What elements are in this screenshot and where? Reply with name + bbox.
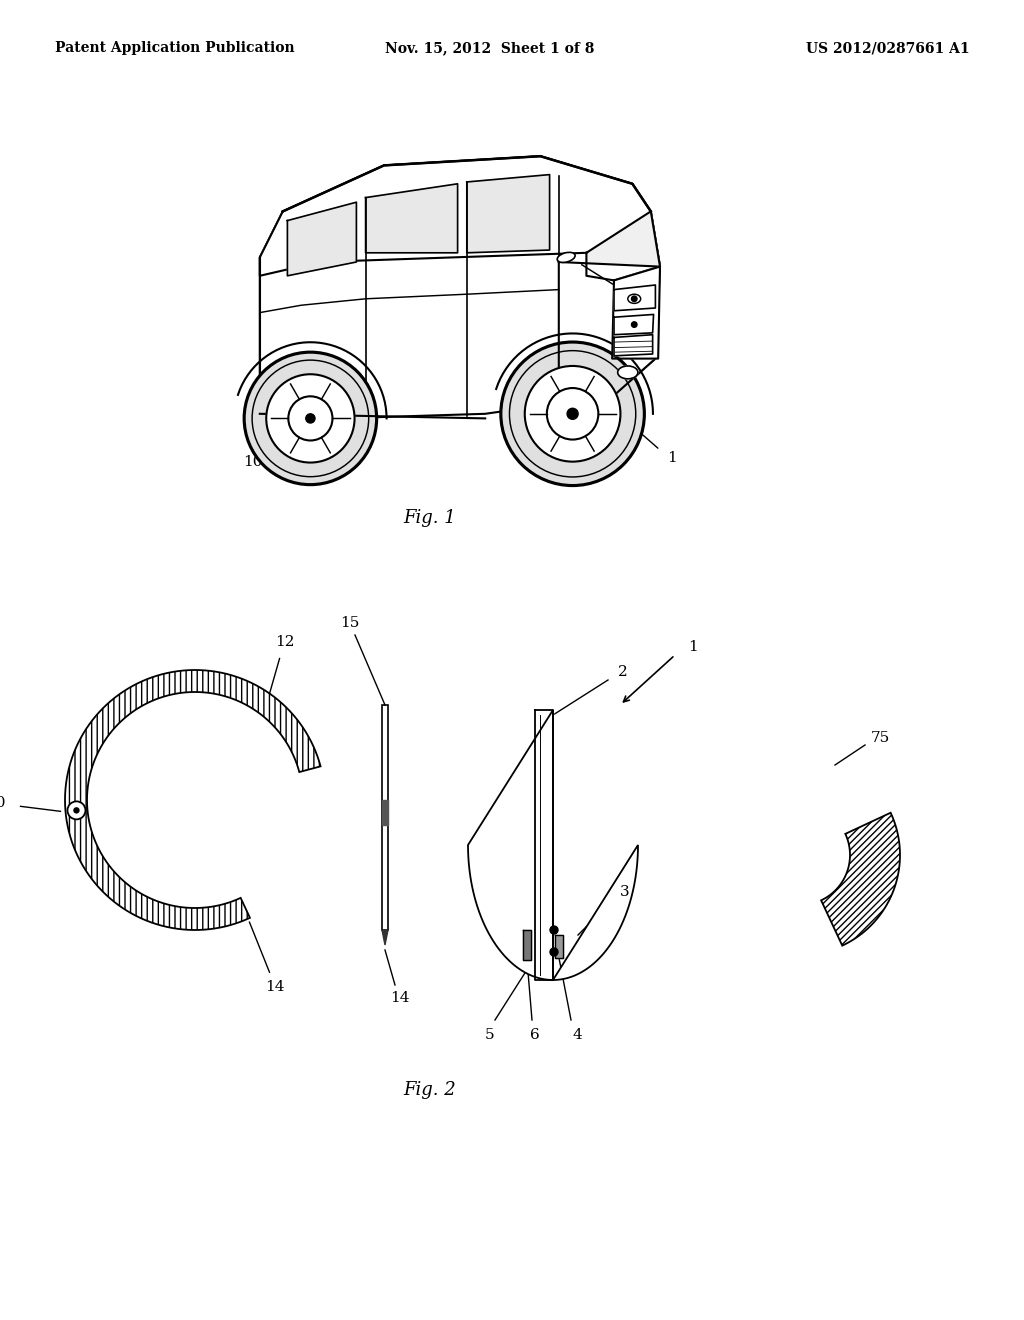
Circle shape	[68, 801, 85, 820]
Polygon shape	[559, 261, 660, 396]
Text: 3: 3	[621, 884, 630, 899]
Circle shape	[266, 375, 354, 462]
Text: 12: 12	[274, 635, 294, 648]
Text: US 2012/0287661 A1: US 2012/0287661 A1	[806, 41, 970, 55]
Polygon shape	[523, 931, 531, 960]
Ellipse shape	[617, 366, 638, 379]
Circle shape	[501, 342, 644, 486]
Polygon shape	[260, 156, 660, 276]
Polygon shape	[467, 174, 550, 253]
Text: 1: 1	[688, 640, 698, 653]
Polygon shape	[260, 156, 660, 418]
Text: 6: 6	[530, 1028, 540, 1041]
Polygon shape	[366, 183, 458, 253]
Polygon shape	[382, 931, 388, 945]
Polygon shape	[555, 935, 563, 958]
Polygon shape	[468, 710, 638, 979]
Circle shape	[567, 408, 579, 420]
Circle shape	[306, 413, 315, 422]
Text: Fig. 2: Fig. 2	[403, 1081, 457, 1100]
Circle shape	[550, 927, 558, 935]
Text: 10: 10	[0, 796, 5, 810]
Polygon shape	[614, 335, 652, 356]
Ellipse shape	[628, 294, 641, 304]
Polygon shape	[821, 813, 900, 945]
Bar	[382, 705, 388, 931]
Text: Nov. 15, 2012  Sheet 1 of 8: Nov. 15, 2012 Sheet 1 of 8	[385, 41, 595, 55]
Polygon shape	[65, 671, 321, 931]
Ellipse shape	[557, 252, 575, 263]
Text: 14: 14	[390, 991, 410, 1005]
Circle shape	[524, 366, 621, 462]
Text: 15: 15	[340, 616, 359, 630]
Circle shape	[547, 388, 598, 440]
Text: 100: 100	[244, 455, 272, 469]
Text: 2: 2	[618, 665, 628, 678]
Polygon shape	[614, 285, 655, 310]
Text: 5: 5	[485, 1028, 495, 1041]
Circle shape	[550, 948, 558, 956]
Circle shape	[632, 296, 637, 301]
Circle shape	[289, 396, 333, 441]
Circle shape	[632, 322, 637, 327]
Polygon shape	[612, 267, 660, 359]
Polygon shape	[288, 202, 356, 276]
Text: 4: 4	[572, 1028, 582, 1041]
Polygon shape	[614, 314, 653, 335]
Polygon shape	[535, 710, 553, 979]
Circle shape	[74, 808, 79, 813]
Text: 1: 1	[667, 451, 677, 465]
Text: Fig. 1: Fig. 1	[403, 510, 457, 527]
Text: 75: 75	[870, 731, 890, 744]
Polygon shape	[382, 800, 388, 825]
Text: Patent Application Publication: Patent Application Publication	[55, 41, 295, 55]
Polygon shape	[587, 211, 660, 280]
Text: 14: 14	[265, 981, 285, 994]
Circle shape	[244, 352, 377, 484]
